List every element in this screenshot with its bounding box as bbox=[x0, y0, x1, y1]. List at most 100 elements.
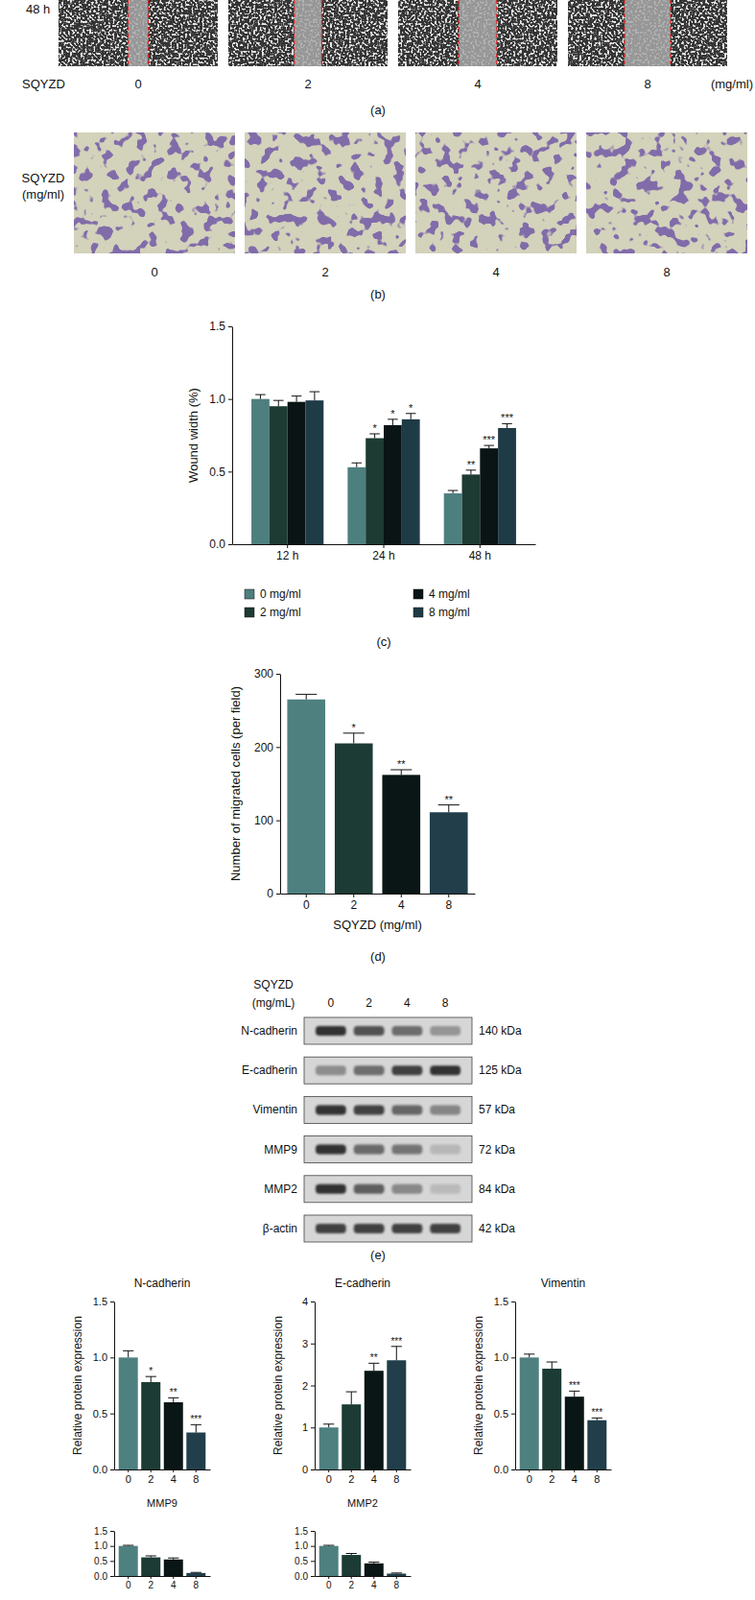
error-stem bbox=[296, 396, 298, 402]
error-bar bbox=[568, 1390, 580, 1396]
bar bbox=[444, 493, 463, 544]
error-cap bbox=[145, 1555, 157, 1557]
tick: 4 bbox=[170, 1468, 177, 1485]
tick: 1.5 bbox=[294, 1525, 315, 1536]
tick-label: 4 bbox=[398, 897, 405, 912]
legend-item: 0 mg/ml bbox=[244, 587, 302, 601]
y-axis: 0.00.51.01.5 bbox=[93, 1295, 116, 1475]
tick-label: 0 bbox=[266, 886, 274, 900]
blot-row bbox=[304, 1095, 472, 1123]
tick-label: 4 bbox=[371, 1472, 378, 1485]
wound-edge bbox=[321, 0, 323, 67]
image-bg bbox=[398, 0, 558, 67]
y-axis: 0.00.51.01.5 bbox=[94, 1525, 115, 1581]
bar bbox=[319, 1426, 339, 1469]
tick-label: 1.5 bbox=[209, 319, 226, 333]
plot-area bbox=[319, 1345, 407, 1469]
error-bar bbox=[190, 1423, 202, 1432]
wound-edge bbox=[127, 0, 129, 67]
tick-label: 8 bbox=[593, 1472, 600, 1485]
tick-label: 1.0 bbox=[93, 1350, 108, 1363]
bar bbox=[341, 1403, 361, 1469]
error-bar bbox=[405, 413, 417, 420]
tick-label: 1.5 bbox=[93, 1295, 108, 1307]
x-axis: 0248 bbox=[115, 1468, 212, 1485]
tick-mark bbox=[110, 1356, 115, 1358]
blot-header: (mg/mL) bbox=[252, 995, 296, 1010]
blot-band bbox=[391, 1144, 423, 1155]
blot-band bbox=[429, 1064, 461, 1075]
error-stem bbox=[259, 394, 261, 400]
lane-label: 2 bbox=[365, 995, 373, 1010]
tick-mark bbox=[328, 1468, 330, 1472]
legend-item: 2 mg/ml bbox=[244, 605, 302, 619]
x-axis-title: SQYZD (mg/ml) bbox=[332, 917, 422, 932]
error-bar bbox=[466, 470, 477, 475]
tick-label: 1.5 bbox=[94, 1525, 108, 1536]
error-cap bbox=[291, 395, 303, 397]
tick-mark bbox=[110, 1468, 115, 1470]
image-texture bbox=[398, 0, 558, 67]
tick-mark bbox=[228, 326, 233, 328]
tick: 2 bbox=[350, 893, 357, 912]
bar bbox=[164, 1558, 184, 1576]
image-texture bbox=[244, 132, 406, 254]
tick-mark bbox=[127, 1575, 129, 1579]
error-cap bbox=[122, 1349, 134, 1351]
error-bar bbox=[273, 400, 284, 406]
chart-title: MMP2 bbox=[347, 1496, 378, 1509]
axis-line bbox=[114, 1301, 116, 1470]
tick: 8 bbox=[593, 1468, 600, 1485]
protein-label: β-actin bbox=[262, 1221, 298, 1235]
size-label: 72 kDa bbox=[478, 1142, 516, 1157]
significance: ** bbox=[444, 793, 453, 805]
error-bar bbox=[122, 1349, 134, 1357]
error-cap bbox=[368, 1560, 379, 1562]
tick: 1.0 bbox=[494, 1350, 516, 1363]
error-stem bbox=[410, 413, 412, 420]
y-axis: 0100200300 bbox=[254, 666, 282, 900]
bar bbox=[429, 811, 469, 894]
blot-band bbox=[391, 1025, 423, 1036]
bar-chart: 0.00.51.01.50248******N-cadherinRelative… bbox=[70, 1275, 212, 1485]
panel-caption: (c) bbox=[376, 634, 391, 649]
bar-chart: 0.00.51.01.50248MMP9 bbox=[94, 1496, 211, 1590]
blot-row bbox=[304, 1214, 472, 1242]
protein-label: MMP2 bbox=[263, 1181, 298, 1196]
tick-mark bbox=[276, 746, 281, 748]
bar bbox=[565, 1395, 585, 1469]
micrograph bbox=[415, 132, 577, 254]
tick-label: 300 bbox=[254, 666, 274, 681]
tick-mark bbox=[110, 1300, 115, 1302]
tick: 8 bbox=[193, 1575, 200, 1590]
chart-title: Vimentin bbox=[541, 1275, 586, 1290]
y-axis: 0.00.51.01.5 bbox=[294, 1525, 315, 1581]
legend-swatch bbox=[244, 589, 255, 599]
tick-mark bbox=[396, 1468, 398, 1472]
error-stem bbox=[551, 1361, 553, 1369]
error-bar bbox=[390, 769, 412, 775]
error-stem bbox=[401, 769, 402, 775]
blot-band bbox=[391, 1223, 423, 1233]
micrograph bbox=[73, 132, 236, 254]
lane-label: 4 bbox=[403, 995, 411, 1010]
error-bar bbox=[391, 1571, 402, 1574]
error-stem bbox=[573, 1390, 575, 1396]
blot-strip bbox=[304, 1016, 472, 1044]
axis-line bbox=[515, 1301, 517, 1470]
bar bbox=[383, 424, 402, 544]
tick-mark bbox=[127, 1468, 129, 1472]
significance: *** bbox=[590, 1406, 603, 1417]
y-axis: 01234 bbox=[302, 1295, 316, 1475]
dose-label: 8 bbox=[643, 76, 651, 92]
tick: 0.5 bbox=[494, 1407, 516, 1419]
tick-label: 12 h bbox=[276, 548, 299, 563]
wound-edge bbox=[495, 0, 497, 67]
error-bar bbox=[438, 804, 460, 813]
blot-band bbox=[353, 1104, 385, 1114]
error-cap bbox=[346, 1391, 357, 1393]
error-bar bbox=[167, 1396, 179, 1402]
row-label: (mg/ml) bbox=[22, 187, 65, 202]
tick-label: 0 bbox=[326, 1579, 332, 1590]
error-cap bbox=[391, 1571, 402, 1573]
